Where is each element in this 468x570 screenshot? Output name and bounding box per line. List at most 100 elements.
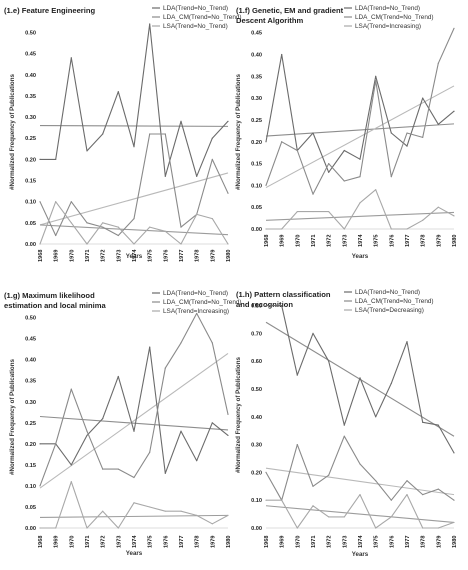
data-point bbox=[117, 226, 119, 228]
data-point bbox=[55, 158, 57, 160]
x-tick-label: 1969 bbox=[54, 536, 60, 548]
data-point bbox=[281, 141, 283, 143]
data-point bbox=[211, 422, 213, 424]
data-point bbox=[117, 234, 119, 237]
data-point bbox=[180, 430, 182, 432]
data-point bbox=[453, 452, 455, 454]
data-point bbox=[55, 234, 57, 237]
y-tick-label: 0.80 bbox=[251, 304, 262, 310]
y-tick-label: 0.00 bbox=[251, 526, 262, 532]
y-tick-label: 0.05 bbox=[251, 205, 262, 211]
data-point bbox=[196, 460, 198, 462]
data-point bbox=[265, 499, 267, 501]
data-point bbox=[328, 360, 330, 362]
data-point bbox=[211, 158, 213, 160]
data-point bbox=[406, 341, 408, 343]
data-point bbox=[422, 527, 424, 529]
y-tick-label: 0.30 bbox=[251, 96, 262, 102]
data-point bbox=[328, 162, 330, 165]
data-point bbox=[211, 218, 213, 220]
y-axis-label: #Normalized Frequency of Publications bbox=[9, 359, 16, 475]
x-tick-label: 1979 bbox=[210, 250, 216, 262]
data-point bbox=[39, 527, 41, 529]
data-point bbox=[453, 499, 455, 501]
legend-entry: LDA(Trend=No_Trend) bbox=[355, 5, 420, 12]
data-point bbox=[265, 141, 267, 143]
y-tick-label: 0.25 bbox=[25, 136, 36, 142]
x-tick-label: 1977 bbox=[405, 235, 411, 247]
data-point bbox=[149, 23, 151, 25]
series-line-2 bbox=[39, 133, 229, 237]
data-point bbox=[359, 202, 361, 204]
data-point bbox=[86, 222, 88, 224]
y-tick-label: 0.40 bbox=[25, 73, 36, 79]
y-tick-label: 0.20 bbox=[25, 442, 36, 448]
data-point bbox=[227, 413, 229, 415]
y-axis-label: #Normalized Frequency of Publications bbox=[235, 357, 242, 473]
y-tick-label: 0.40 bbox=[251, 53, 262, 59]
x-tick-label: 1970 bbox=[69, 536, 75, 548]
x-tick-label: 1969 bbox=[280, 536, 286, 548]
y-tick-label: 0.10 bbox=[251, 498, 262, 504]
legend-entry: LDA(Trend=No_Trend) bbox=[163, 5, 228, 12]
x-tick-label: 1978 bbox=[421, 235, 427, 247]
trendline-3 bbox=[265, 211, 455, 221]
data-point bbox=[312, 132, 314, 134]
x-tick-label: 1979 bbox=[436, 235, 442, 247]
x-tick-label: 1972 bbox=[101, 250, 107, 262]
data-point bbox=[180, 243, 182, 245]
x-tick-label: 1970 bbox=[69, 250, 75, 262]
data-point bbox=[390, 228, 392, 230]
data-point bbox=[227, 434, 229, 437]
data-point bbox=[453, 521, 455, 524]
y-tick-label: 0.45 bbox=[25, 337, 36, 343]
data-point bbox=[227, 243, 229, 245]
data-point bbox=[164, 367, 166, 369]
x-tick-label: 1971 bbox=[311, 235, 317, 247]
data-point bbox=[86, 430, 88, 432]
data-point bbox=[70, 222, 72, 224]
legend-entry: LSA(Trend=No_Trend) bbox=[163, 23, 228, 30]
y-tick-label: 0.30 bbox=[251, 443, 262, 449]
x-tick-label: 1973 bbox=[116, 536, 122, 548]
data-point bbox=[390, 382, 392, 385]
data-point bbox=[102, 226, 104, 228]
y-tick-label: 0.20 bbox=[251, 470, 262, 476]
x-axis-label: Years bbox=[352, 551, 369, 558]
legend-entry: LDA_CM(Trend=No_Trend) bbox=[163, 14, 242, 21]
y-tick-label: 0.40 bbox=[251, 415, 262, 421]
x-axis-label: Years bbox=[352, 253, 369, 260]
series-line-1 bbox=[266, 305, 455, 454]
data-point bbox=[359, 377, 361, 379]
data-point bbox=[375, 480, 377, 482]
data-point bbox=[133, 430, 135, 432]
data-point bbox=[375, 80, 377, 82]
data-point bbox=[359, 158, 361, 160]
x-tick-label: 1977 bbox=[179, 250, 185, 262]
data-point bbox=[196, 312, 198, 315]
data-point bbox=[437, 123, 439, 125]
trendline-2 bbox=[39, 352, 229, 489]
data-point bbox=[70, 481, 72, 483]
data-point bbox=[437, 206, 439, 208]
data-point bbox=[422, 494, 424, 496]
trendline-2 bbox=[39, 172, 229, 226]
data-point bbox=[343, 228, 345, 230]
data-point bbox=[343, 435, 345, 437]
data-point bbox=[296, 149, 298, 152]
data-point bbox=[196, 514, 198, 516]
data-point bbox=[164, 510, 166, 512]
data-point bbox=[133, 218, 135, 220]
y-tick-label: 0.60 bbox=[251, 359, 262, 365]
data-point bbox=[406, 145, 408, 147]
y-tick-label: 0.70 bbox=[251, 331, 262, 337]
x-axis-label: Years bbox=[126, 550, 143, 557]
data-point bbox=[55, 443, 57, 445]
data-point bbox=[102, 133, 104, 135]
data-point bbox=[70, 388, 72, 390]
data-point bbox=[296, 374, 298, 376]
data-point bbox=[437, 62, 439, 64]
legend-entry: LSA(Trend=Decreasing) bbox=[355, 307, 424, 314]
data-point bbox=[180, 120, 182, 122]
